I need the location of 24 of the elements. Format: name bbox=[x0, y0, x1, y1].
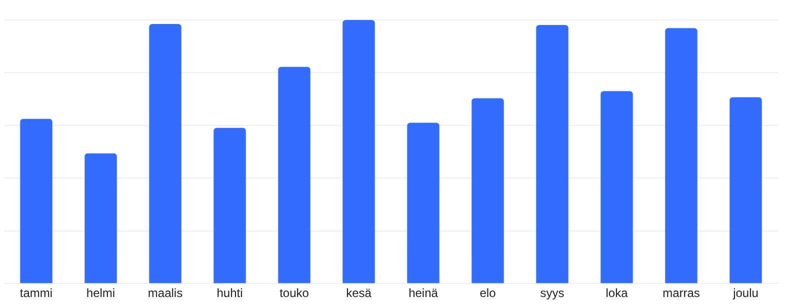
x-tick-label: helmi bbox=[86, 286, 116, 300]
bar bbox=[149, 24, 182, 284]
x-tick-label: joulu bbox=[732, 286, 758, 300]
bar bbox=[536, 25, 568, 284]
x-tick-label: kesä bbox=[346, 286, 372, 300]
x-tick-label: huhti bbox=[216, 286, 243, 300]
bar bbox=[342, 20, 375, 284]
bar bbox=[278, 66, 310, 284]
x-tick-label: heinä bbox=[408, 286, 438, 300]
bar bbox=[665, 28, 698, 284]
bar bbox=[84, 153, 117, 284]
x-tick-label: marras bbox=[662, 286, 700, 300]
bar bbox=[407, 122, 440, 284]
x-tick-label: tammi bbox=[20, 286, 53, 300]
bar bbox=[730, 97, 762, 284]
bar bbox=[600, 91, 633, 284]
bar bbox=[20, 118, 52, 284]
bar bbox=[472, 98, 504, 284]
x-tick-label: touko bbox=[280, 286, 310, 300]
x-tick-label: elo bbox=[480, 286, 496, 300]
x-tick-label: maalis bbox=[148, 286, 183, 300]
x-tick-label: loka bbox=[606, 286, 628, 300]
x-tick-label: syys bbox=[540, 286, 564, 300]
bar bbox=[214, 128, 246, 284]
